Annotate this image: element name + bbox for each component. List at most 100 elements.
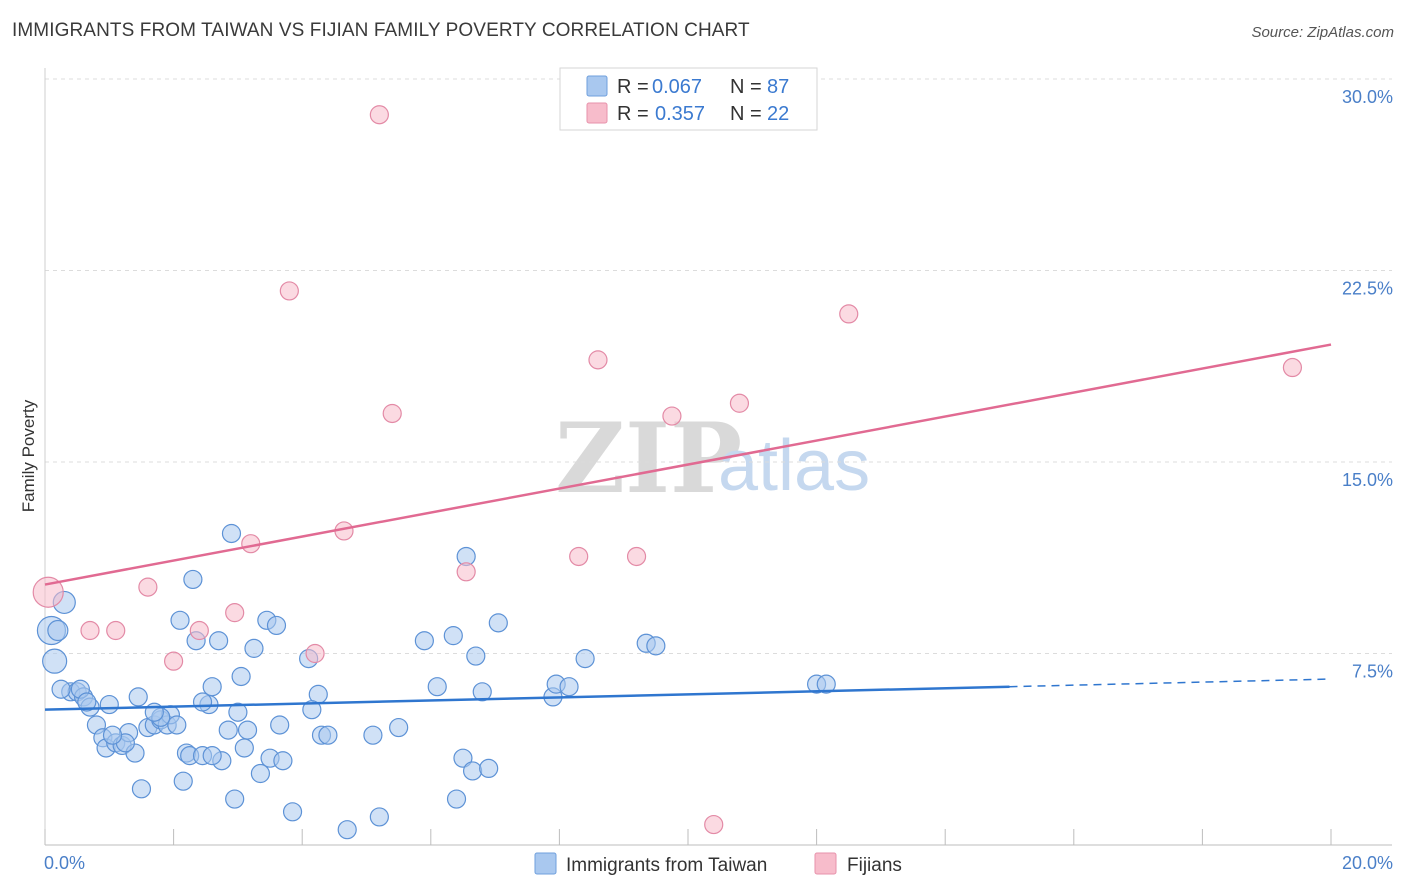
y-tick-label: 22.5%	[1342, 279, 1393, 299]
taiwan-point	[446, 789, 467, 809]
legend-r-value-fijians: 0.357	[655, 103, 705, 125]
legend-r-label-fijians: R =	[617, 103, 649, 125]
taiwan-point	[170, 610, 190, 630]
taiwan-point	[646, 636, 666, 656]
source-label: Source: ZipAtlas.com	[1251, 24, 1394, 41]
taiwan-point	[453, 748, 473, 768]
fijians-point	[279, 281, 299, 301]
legend-n-value-fijians: 22	[767, 103, 789, 125]
taiwan-point	[102, 725, 123, 745]
taiwan-point	[363, 725, 383, 745]
taiwan-point	[244, 638, 264, 658]
taiwan-point	[167, 715, 187, 735]
taiwan-point	[202, 746, 222, 766]
taiwan-point	[575, 649, 595, 669]
bottom-legend-swatch-fijians	[814, 852, 837, 875]
y-tick-label: 30.0%	[1342, 87, 1393, 107]
fijians-point	[1282, 357, 1303, 378]
fijians-point	[369, 105, 389, 125]
taiwan-point	[237, 720, 258, 740]
watermark-atlas: atlas	[718, 426, 870, 506]
fijians-point	[189, 620, 209, 641]
taiwan-point	[47, 619, 69, 642]
taiwan-point	[131, 779, 152, 799]
taiwan-point	[443, 626, 463, 646]
bottom-legend-label-taiwan: Immigrants from Taiwan	[566, 855, 767, 876]
taiwan-point	[466, 646, 486, 666]
trend-lines	[44, 343, 1332, 711]
trend-line-taiwan-extrapolated	[1009, 678, 1332, 688]
fijians-point	[80, 620, 100, 641]
fijians-point	[704, 814, 724, 835]
taiwan-point	[273, 751, 293, 771]
taiwan-point	[192, 692, 213, 712]
taiwan-point	[51, 679, 71, 699]
y-tick-label: 15.0%	[1342, 470, 1393, 490]
fijians-point	[164, 651, 184, 671]
taiwan-point	[488, 613, 508, 633]
data-points	[32, 105, 1303, 840]
taiwan-point	[369, 807, 389, 827]
legend-n-value-taiwan: 87	[767, 76, 789, 98]
y-tick-label: 7.5%	[1352, 662, 1393, 682]
taiwan-point	[462, 761, 483, 781]
x-tick-label: 0.0%	[44, 853, 85, 873]
taiwan-point	[99, 694, 119, 715]
trend-line-fijians	[44, 343, 1332, 586]
series-legend: Immigrants from Taiwan Fijians	[534, 852, 902, 876]
fijians-point	[382, 403, 402, 424]
fijians-point	[225, 603, 245, 623]
taiwan-point	[209, 631, 229, 651]
x-tick-label: 20.0%	[1342, 853, 1393, 873]
legend-r-label-taiwan: R =	[617, 76, 649, 98]
bottom-legend-swatch-taiwan	[534, 852, 557, 875]
taiwan-point	[266, 615, 287, 636]
taiwan-point	[173, 771, 193, 791]
fijians-point	[32, 576, 64, 608]
taiwan-point	[77, 692, 97, 712]
taiwan-point	[270, 715, 290, 735]
taiwan-point	[559, 677, 579, 697]
legend-n-label-taiwan: N =	[730, 76, 762, 98]
taiwan-point	[221, 523, 242, 544]
fijians-point	[569, 546, 589, 567]
taiwan-point	[231, 666, 251, 687]
taiwan-point	[302, 700, 322, 720]
chart-title: IMMIGRANTS FROM TAIWAN VS FIJIAN FAMILY …	[12, 20, 750, 41]
taiwan-point	[234, 738, 254, 758]
legend-r-value-taiwan: 0.067	[652, 76, 702, 98]
trend-line-taiwan	[44, 685, 1010, 711]
y-axis-label: Family Poverty	[19, 399, 38, 512]
taiwan-point	[318, 725, 338, 745]
fijians-point	[839, 304, 859, 324]
fijians-point	[305, 643, 325, 664]
taiwan-point	[282, 802, 303, 822]
axes: 30.0% 22.5% 15.0% 7.5% 0.0% 20.0%	[44, 68, 1393, 873]
fijians-point	[626, 546, 647, 567]
taiwan-point	[337, 820, 357, 840]
taiwan-point	[183, 569, 203, 590]
gridlines	[45, 78, 1392, 654]
taiwan-point	[218, 720, 238, 740]
legend-n-label-fijians: N =	[730, 103, 762, 125]
taiwan-point	[472, 682, 492, 702]
taiwan-point	[228, 702, 248, 722]
bottom-legend-label-fijians: Fijians	[847, 855, 902, 876]
fijians-point	[106, 620, 126, 641]
fijians-point	[138, 577, 158, 597]
taiwan-point	[427, 677, 447, 697]
taiwan-point	[479, 758, 499, 779]
taiwan-point	[816, 674, 836, 694]
legend-swatch-fijians	[586, 102, 608, 124]
fijians-point	[729, 393, 750, 413]
fijians-point	[662, 406, 682, 426]
legend-swatch-taiwan	[586, 75, 608, 97]
fijians-point	[456, 562, 476, 582]
correlation-legend: R = 0.067 N = 87 R = 0.357 N = 22	[559, 67, 818, 131]
fijians-point	[588, 350, 608, 370]
taiwan-point	[42, 648, 68, 674]
taiwan-point	[250, 763, 271, 784]
taiwan-point	[389, 717, 409, 738]
taiwan-point	[225, 789, 245, 809]
